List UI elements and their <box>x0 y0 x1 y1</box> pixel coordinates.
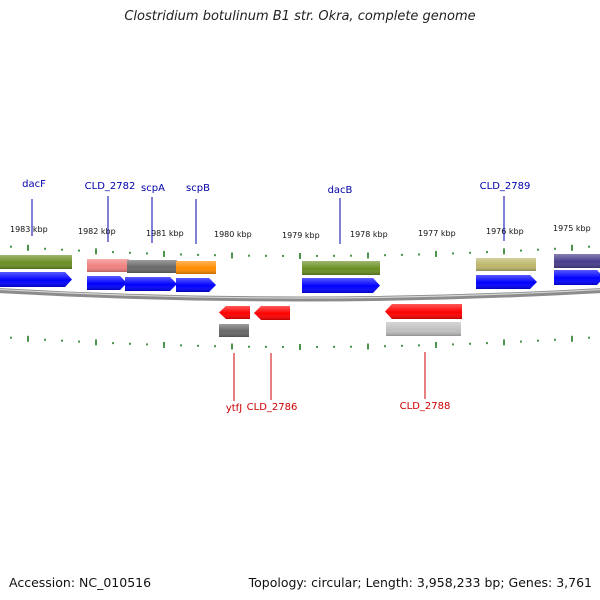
feature-bar-scpA-shade <box>127 260 177 273</box>
gene-arrow-scpA-shade <box>125 277 177 291</box>
kbp-label: 1983 kbp <box>10 225 48 234</box>
feature-bar-ytfJ-shade <box>219 324 249 337</box>
feature-bar-dacB-shade <box>302 261 380 275</box>
gene-label: ytfJ <box>226 403 242 414</box>
feature-bar-CLD_2782-shade <box>87 259 129 272</box>
gene-arrow-dacB-shade <box>302 278 380 293</box>
gene-arrow-CLD_2786-shade <box>254 306 290 320</box>
gene-label: CLD_2789 <box>480 181 531 192</box>
gene-arrow-CLD_2782-shade <box>87 276 127 290</box>
gene-arrow-CLD_2789-shade <box>476 275 537 289</box>
gene-label: dacF <box>22 179 46 190</box>
feature-bar-scpB-shade <box>176 261 216 274</box>
feature-bar-dacF-shade <box>0 255 72 269</box>
feature-bar-CLD_2788-shade <box>386 322 461 336</box>
kbp-label: 1979 kbp <box>282 231 320 240</box>
gene-label: CLD_2786 <box>247 402 298 413</box>
gene-label: dacB <box>328 185 353 196</box>
inner-tick-ring <box>10 335 590 350</box>
kbp-scale-labels: 1983 kbp 1982 kbp 1981 kbp 1980 kbp 1979 kbp… <box>10 224 591 240</box>
kbp-label: 1975 kbp <box>553 224 591 233</box>
genome-summary: Topology: circular; Length: 3,958,233 bp… <box>248 575 592 590</box>
gene-label: CLD_2788 <box>400 401 451 412</box>
gene-label: CLD_2782 <box>85 181 136 192</box>
kbp-label: 1978 kbp <box>350 230 388 239</box>
gene-labels: dacF CLD_2782 scpA scpB dacB CLD_2789 ytfJ CLD_… <box>22 179 530 414</box>
feature-bar-CLD_2789-shade <box>476 258 536 271</box>
kbp-label: 1977 kbp <box>418 229 456 238</box>
accession-text: Accession: NC_010516 <box>9 575 152 590</box>
kbp-label: 1982 kbp <box>78 227 116 236</box>
feature-bar-next-shade <box>554 254 600 268</box>
gene-arrow-dacF-shade <box>0 272 72 287</box>
kbp-label: 1976 kbp <box>486 227 524 236</box>
outer-tick-ring <box>10 244 590 259</box>
kbp-label: 1980 kbp <box>214 230 252 239</box>
kbp-label: 1981 kbp <box>146 229 184 238</box>
genome-backbone <box>0 288 600 302</box>
gene-label: scpA <box>141 183 165 194</box>
feature-track <box>0 254 600 337</box>
map-title: Clostridium botulinum B1 str. Okra, comp… <box>124 9 476 24</box>
gene-track <box>0 270 600 320</box>
gene-label: scpB <box>186 183 210 194</box>
gene-arrow-scpB-shade <box>176 278 216 292</box>
genome-backbone-highlight <box>0 288 600 299</box>
gene-arrow-ytfJ-shade <box>219 306 250 319</box>
gene-arrow-CLD_2788-shade <box>385 304 462 319</box>
gene-arrow-next-shade <box>554 270 600 285</box>
